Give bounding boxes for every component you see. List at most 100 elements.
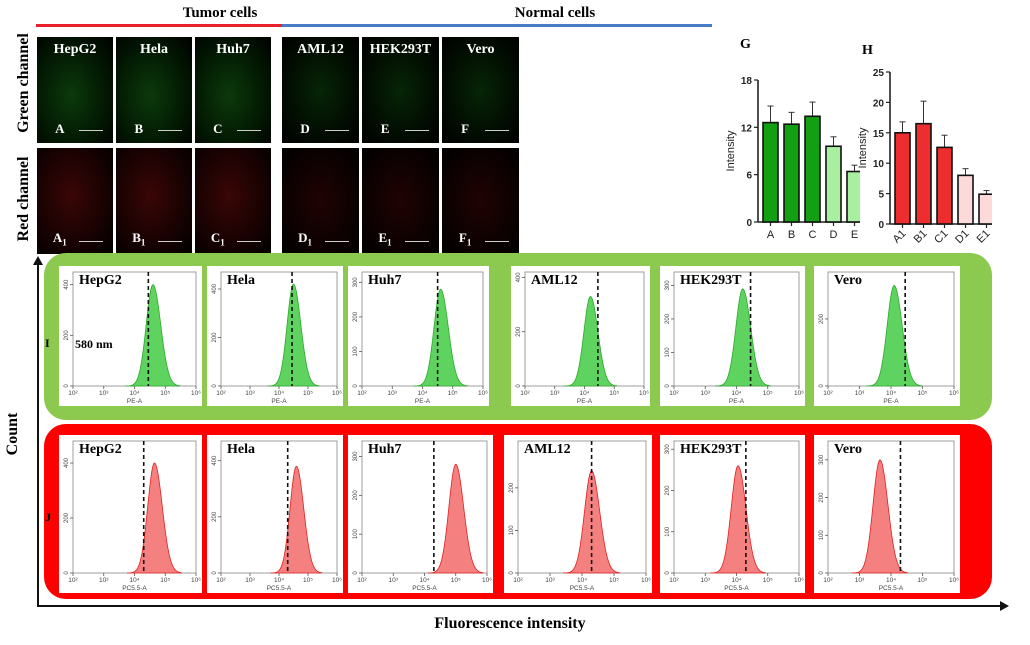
x-tick-label: 10⁴	[419, 577, 429, 584]
fluorescence-axis-arrow	[1000, 601, 1009, 611]
y-tick-label: 400	[516, 272, 522, 283]
x-tick-label: E	[851, 229, 858, 241]
x-tick-label: 10³	[245, 390, 255, 397]
scale-bar	[325, 241, 349, 242]
micro-panel-letter: F1	[442, 230, 488, 248]
x-tick-label: 10³	[701, 577, 711, 584]
scale-bar	[79, 130, 103, 131]
y-tick-label: 200	[353, 490, 359, 501]
micro-panel-letter: B1	[116, 230, 162, 248]
tumor-cells-title: Tumor cells	[182, 5, 258, 21]
x-tick-label: 10⁵	[763, 577, 773, 584]
micro-red-2: C1	[195, 148, 271, 254]
y-tick-label: 200	[665, 313, 671, 324]
scale-bar	[158, 241, 182, 242]
scale-bar	[79, 241, 103, 242]
y-tick-label: 100	[819, 530, 825, 541]
y-tick-label: 200	[353, 311, 359, 322]
micro-cell-name: HepG2	[53, 42, 97, 57]
scale-bar	[325, 130, 349, 131]
x-axis-label: PC5.5-A	[879, 585, 904, 592]
histogram-cell-name: Vero	[834, 442, 862, 457]
histogram-cell-name: AML12	[524, 442, 571, 457]
histogram-plot: 0 200 400 10² 10³ 10⁴ 10⁵ 10⁶ PE-A	[64, 271, 201, 405]
x-axis-label: PC5.5-A	[412, 585, 437, 592]
x-tick-label: 10⁶	[794, 390, 804, 397]
micro-panel-letter: A1	[37, 230, 83, 248]
x-tick-label: 10⁵	[303, 390, 313, 397]
micro-green-aml12: AML12 D	[282, 37, 359, 143]
x-tick-label: 10⁴	[886, 390, 896, 397]
scale-bar	[237, 130, 261, 131]
x-tick-label: 10⁴	[886, 577, 896, 584]
subscript: 1	[387, 238, 392, 248]
histogram-area	[866, 284, 923, 387]
plot-frame	[220, 271, 338, 387]
x-tick-label: 10⁵	[448, 390, 458, 397]
x-tick-label: 10³	[99, 390, 109, 397]
y-tick-label: 200	[509, 482, 515, 493]
histogram-hela: 0 200 400 10² 10³ 10⁴ 10⁵ 10⁶ PE-A Hela	[207, 266, 343, 406]
y-tick-label: 0	[819, 384, 825, 388]
x-axis-label: PE-A	[127, 398, 143, 405]
green-channel-label: Green channel	[15, 33, 32, 133]
x-tick-label: 10⁶	[478, 390, 488, 397]
x-tick-label: 10⁴	[577, 577, 587, 584]
plot-frame	[72, 440, 197, 574]
y-tick-label: 0	[353, 384, 359, 388]
x-tick-label: 10²	[68, 577, 78, 584]
chart-title: G	[740, 37, 751, 52]
y-tick-label: 0	[665, 571, 671, 575]
y-tick-label: 25	[873, 68, 885, 79]
y-tick-label: 10	[873, 159, 885, 170]
plot-frame	[361, 271, 484, 387]
x-tick-label: 10²	[513, 577, 523, 584]
plot-frame	[72, 271, 197, 387]
y-tick-label: 20	[873, 98, 885, 109]
plot-frame	[220, 440, 338, 574]
micro-green-vero: Vero F	[442, 37, 519, 143]
micro-panel-letter: E	[380, 121, 390, 136]
y-tick-label: 0	[212, 571, 218, 575]
y-tick-label: 0	[819, 571, 825, 575]
histogram-hek293t: 0 100 200 300 10² 10³ 10⁴ 10⁵ 10⁶ PE-A HEK293T	[660, 266, 805, 406]
y-tick-label: 200	[819, 492, 825, 503]
histogram-area	[413, 288, 468, 387]
y-tick-label: 400	[212, 455, 218, 466]
x-tick-label: 10⁴	[129, 577, 139, 584]
histogram-cell-name: Hela	[227, 442, 255, 457]
scale-bar	[237, 241, 261, 242]
micro-red-0: A1	[37, 148, 113, 254]
micro-green-hek293t: HEK293T E	[362, 37, 439, 143]
histogram-aml12: 0 100 200 10² 10³ 10⁴ 10⁵ 10⁶ PC5.5-A AML12	[504, 435, 652, 593]
bar-B	[783, 123, 800, 223]
x-tick-label: 10³	[389, 577, 399, 584]
micro-panel-letter: D1	[282, 230, 328, 248]
y-tick-label: 300	[353, 451, 359, 462]
subscript: 1	[62, 238, 67, 248]
scale-bar	[485, 130, 509, 131]
x-tick-label: 10²	[216, 577, 226, 584]
histogram-cell-name: HEK293T	[680, 273, 742, 288]
y-tick-label: 200	[819, 313, 825, 324]
y-tick-label: 18	[741, 76, 753, 87]
histogram-plot: 0 200 400 10² 10³ 10⁴ 10⁵ 10⁶ PE-A	[212, 271, 342, 405]
bar-D	[825, 145, 842, 223]
scale-bar	[485, 241, 509, 242]
x-tick-label: 10⁴	[579, 390, 589, 397]
x-tick-label: A	[767, 229, 775, 241]
histogram-cell-name: AML12	[531, 273, 578, 288]
y-tick-label: 200	[665, 485, 671, 496]
scale-bar	[158, 130, 182, 131]
x-tick-label: 10²	[823, 577, 833, 584]
x-tick-label: 10⁴	[731, 577, 741, 584]
y-tick-label: 400	[64, 457, 70, 468]
scale-bar	[405, 130, 429, 131]
y-axis-label: Intensity	[857, 127, 869, 168]
x-tick-label: 10³	[855, 577, 865, 584]
y-tick-label: 100	[353, 346, 359, 357]
histogram-hek293t: 0 100 200 300 10² 10³ 10⁴ 10⁵ 10⁶ PC5.5-A HEK293T	[660, 435, 805, 593]
x-tick-label: 10⁶	[641, 577, 651, 584]
y-axis-label: Intensity	[725, 130, 737, 171]
y-tick-label: 200	[212, 332, 218, 343]
